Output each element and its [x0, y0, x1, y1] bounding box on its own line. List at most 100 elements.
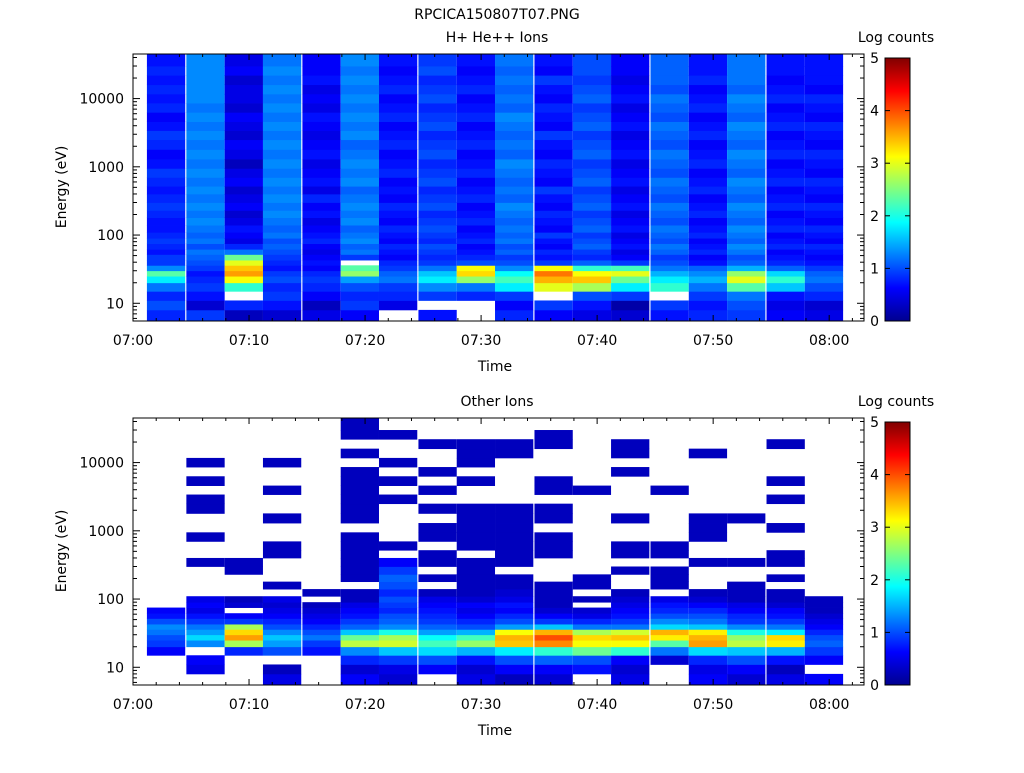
heatmap-cell — [766, 217, 805, 226]
heatmap-cell — [534, 629, 573, 636]
heatmap-cell — [418, 177, 457, 187]
heatmap-cell — [727, 121, 766, 131]
heatmap-cell — [804, 276, 844, 284]
heatmap-cell — [611, 249, 650, 255]
heatmap-cell — [495, 581, 534, 590]
heatmap-cell — [340, 589, 379, 597]
heatmap-cell — [146, 177, 186, 187]
heatmap-cell — [378, 103, 418, 113]
heatmap-cell — [378, 596, 418, 603]
heatmap-cell — [456, 265, 496, 272]
heatmap-cell — [418, 202, 457, 211]
heatmap-cell — [688, 249, 728, 255]
y-tick-label: 1000 — [88, 524, 124, 540]
heatmap-cell — [804, 309, 844, 322]
heatmap-cell — [418, 260, 457, 266]
colorbar-tick-label: 5 — [870, 51, 879, 67]
heatmap-cell — [456, 448, 496, 459]
heatmap-cell — [804, 139, 844, 150]
heatmap-cell — [650, 265, 689, 272]
heatmap-cell — [146, 634, 186, 641]
heatmap-cell — [495, 629, 534, 636]
heatmap-cell — [146, 270, 186, 277]
heatmap-cell — [418, 238, 457, 244]
heatmap-cell — [766, 254, 805, 261]
heatmap-cell — [688, 624, 728, 630]
heatmap-cell — [766, 574, 805, 583]
heatmap-cell — [456, 243, 496, 250]
heatmap-cell — [650, 232, 689, 239]
heatmap-cell — [418, 589, 457, 597]
heatmap-cell — [340, 265, 379, 272]
heatmap-cell — [378, 282, 418, 292]
heatmap-cell — [766, 613, 805, 619]
heatmap-cell — [262, 112, 302, 122]
heatmap-cell — [262, 624, 302, 630]
heatmap-cell — [378, 541, 418, 551]
heatmap-cell — [340, 84, 379, 95]
heatmap-cell — [340, 159, 379, 169]
heatmap-cell — [534, 664, 573, 675]
heatmap-cell — [456, 476, 496, 486]
heatmap-cell — [378, 557, 418, 567]
heatmap-cell — [727, 54, 766, 67]
heatmap-cell — [146, 149, 186, 160]
heatmap-cell — [495, 254, 534, 261]
heatmap-cell — [766, 210, 805, 219]
heatmap-cell — [495, 210, 534, 219]
heatmap-cell — [418, 75, 457, 86]
heatmap-cell — [340, 448, 379, 459]
heatmap-cell — [418, 130, 457, 141]
x-tick-label: 07:00 — [113, 333, 153, 349]
heatmap-cell — [418, 193, 457, 203]
heatmap-cell — [611, 103, 650, 113]
heatmap-cell — [495, 664, 534, 675]
heatmap-cell — [727, 186, 766, 195]
heatmap-cell — [418, 232, 457, 239]
heatmap-cell — [495, 66, 534, 76]
colorbar-tick-label: 3 — [870, 156, 879, 172]
heatmap-cell — [146, 186, 186, 195]
heatmap-cell — [688, 232, 728, 239]
heatmap-cell — [186, 217, 225, 226]
heatmap-cell — [378, 300, 418, 311]
heatmap-cell — [378, 457, 418, 468]
heatmap-cell — [650, 168, 689, 178]
heatmap-cell — [418, 624, 457, 630]
heatmap-cell — [495, 613, 534, 619]
heatmap-cell — [456, 276, 496, 284]
heatmap-cell — [418, 149, 457, 160]
heatmap-cell — [727, 210, 766, 219]
heatmap-cell — [456, 291, 496, 301]
heatmap-cell — [186, 232, 225, 239]
heatmap-cell — [727, 84, 766, 95]
heatmap-cell — [534, 112, 573, 122]
heatmap-cell — [378, 66, 418, 76]
heatmap-cell — [302, 149, 341, 160]
heatmap-cell — [727, 613, 766, 619]
heatmap-cell — [186, 149, 225, 160]
heatmap-cell — [572, 581, 612, 590]
heatmap-cell — [804, 225, 844, 233]
heatmap-cell — [766, 260, 805, 266]
heatmap-cell — [495, 624, 534, 630]
heatmap-cell — [766, 243, 805, 250]
heatmap-cell — [378, 270, 418, 277]
heatmap-cell — [688, 513, 728, 524]
heatmap-cell — [262, 149, 302, 160]
heatmap-cell — [186, 202, 225, 211]
heatmap-cell — [340, 177, 379, 187]
heatmap-cell — [688, 139, 728, 150]
heatmap-cell — [727, 139, 766, 150]
heatmap-cell — [418, 186, 457, 195]
heatmap-cell — [804, 177, 844, 187]
heatmap-cell — [534, 581, 573, 590]
heatmap-cell — [688, 276, 728, 284]
heatmap-cell — [688, 646, 728, 656]
heatmap-cell — [262, 282, 302, 292]
heatmap-cell — [418, 54, 457, 67]
other-ions-colorbar — [885, 422, 910, 685]
heatmap-cell — [495, 177, 534, 187]
heatmap-cell — [650, 149, 689, 160]
heatmap-cell — [262, 607, 302, 614]
